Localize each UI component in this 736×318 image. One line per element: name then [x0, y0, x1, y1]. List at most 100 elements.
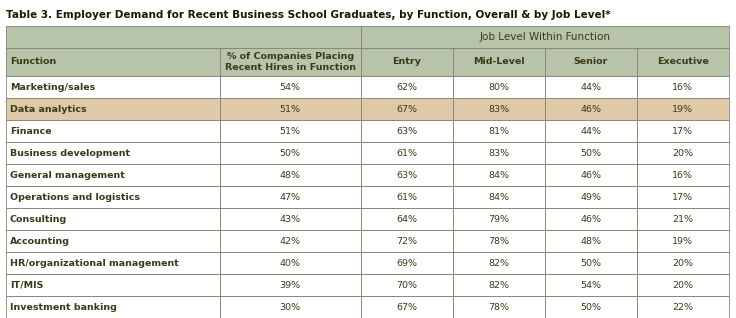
Text: 51%: 51%: [280, 105, 301, 114]
Bar: [453, 296, 545, 318]
Bar: [361, 120, 453, 142]
Bar: [219, 76, 361, 98]
Bar: [453, 208, 545, 230]
Bar: [219, 208, 361, 230]
Bar: [6, 230, 219, 252]
Text: 78%: 78%: [488, 302, 509, 312]
Bar: [545, 274, 637, 296]
Bar: [545, 208, 637, 230]
Bar: [6, 164, 219, 186]
Bar: [219, 186, 361, 208]
Text: 21%: 21%: [672, 215, 693, 224]
Text: 19%: 19%: [672, 105, 693, 114]
Text: 83%: 83%: [488, 105, 509, 114]
Text: 50%: 50%: [280, 149, 301, 157]
Bar: [453, 252, 545, 274]
Bar: [6, 252, 219, 274]
Bar: [545, 142, 637, 164]
Text: 84%: 84%: [488, 192, 509, 202]
Text: Operations and logistics: Operations and logistics: [10, 192, 140, 202]
Bar: [219, 274, 361, 296]
Bar: [545, 186, 637, 208]
Bar: [6, 186, 219, 208]
Text: Senior: Senior: [573, 58, 608, 66]
Text: 78%: 78%: [488, 237, 509, 245]
Bar: [361, 186, 453, 208]
Bar: [219, 98, 361, 120]
Text: 48%: 48%: [280, 170, 301, 179]
Text: 17%: 17%: [672, 127, 693, 135]
Bar: [545, 48, 637, 76]
Text: Accounting: Accounting: [10, 237, 70, 245]
Bar: [545, 252, 637, 274]
Text: 54%: 54%: [580, 280, 601, 289]
Bar: [453, 274, 545, 296]
Text: Mid-Level: Mid-Level: [473, 58, 525, 66]
Text: Table 3. Employer Demand for Recent Business School Graduates, by Function, Over: Table 3. Employer Demand for Recent Busi…: [6, 10, 611, 20]
Text: 49%: 49%: [580, 192, 601, 202]
Bar: [361, 296, 453, 318]
Text: 22%: 22%: [672, 302, 693, 312]
Bar: [453, 120, 545, 142]
Text: Marketing/sales: Marketing/sales: [10, 82, 95, 92]
Bar: [361, 142, 453, 164]
Bar: [6, 26, 361, 48]
Text: 44%: 44%: [580, 82, 601, 92]
Text: Business development: Business development: [10, 149, 130, 157]
Bar: [219, 164, 361, 186]
Text: IT/MIS: IT/MIS: [10, 280, 43, 289]
Text: 70%: 70%: [396, 280, 417, 289]
Bar: [637, 296, 729, 318]
Text: 46%: 46%: [580, 170, 601, 179]
Bar: [219, 230, 361, 252]
Text: 40%: 40%: [280, 259, 301, 267]
Text: 30%: 30%: [280, 302, 301, 312]
Bar: [6, 208, 219, 230]
Bar: [637, 98, 729, 120]
Bar: [6, 274, 219, 296]
Bar: [6, 48, 219, 76]
Bar: [361, 230, 453, 252]
Text: 64%: 64%: [396, 215, 417, 224]
Text: 61%: 61%: [396, 192, 417, 202]
Bar: [545, 296, 637, 318]
Bar: [545, 98, 637, 120]
Bar: [637, 48, 729, 76]
Text: 80%: 80%: [488, 82, 509, 92]
Text: HR/organizational management: HR/organizational management: [10, 259, 179, 267]
Bar: [637, 164, 729, 186]
Text: 17%: 17%: [672, 192, 693, 202]
Text: 20%: 20%: [672, 149, 693, 157]
Bar: [361, 26, 729, 48]
Text: 47%: 47%: [280, 192, 301, 202]
Text: 50%: 50%: [580, 149, 601, 157]
Bar: [361, 252, 453, 274]
Bar: [453, 230, 545, 252]
Bar: [6, 120, 219, 142]
Bar: [453, 76, 545, 98]
Text: 19%: 19%: [672, 237, 693, 245]
Text: 82%: 82%: [488, 280, 509, 289]
Bar: [361, 274, 453, 296]
Text: 62%: 62%: [396, 82, 417, 92]
Text: Executive: Executive: [657, 58, 709, 66]
Bar: [637, 186, 729, 208]
Bar: [453, 186, 545, 208]
Bar: [453, 164, 545, 186]
Bar: [637, 230, 729, 252]
Text: Function: Function: [10, 58, 56, 66]
Bar: [453, 142, 545, 164]
Bar: [637, 208, 729, 230]
Bar: [637, 252, 729, 274]
Bar: [637, 76, 729, 98]
Bar: [545, 120, 637, 142]
Text: 67%: 67%: [396, 105, 417, 114]
Bar: [6, 98, 219, 120]
Text: 16%: 16%: [672, 170, 693, 179]
Text: 72%: 72%: [396, 237, 417, 245]
Text: 39%: 39%: [280, 280, 301, 289]
Bar: [219, 296, 361, 318]
Text: 82%: 82%: [488, 259, 509, 267]
Text: 20%: 20%: [672, 259, 693, 267]
Text: 48%: 48%: [580, 237, 601, 245]
